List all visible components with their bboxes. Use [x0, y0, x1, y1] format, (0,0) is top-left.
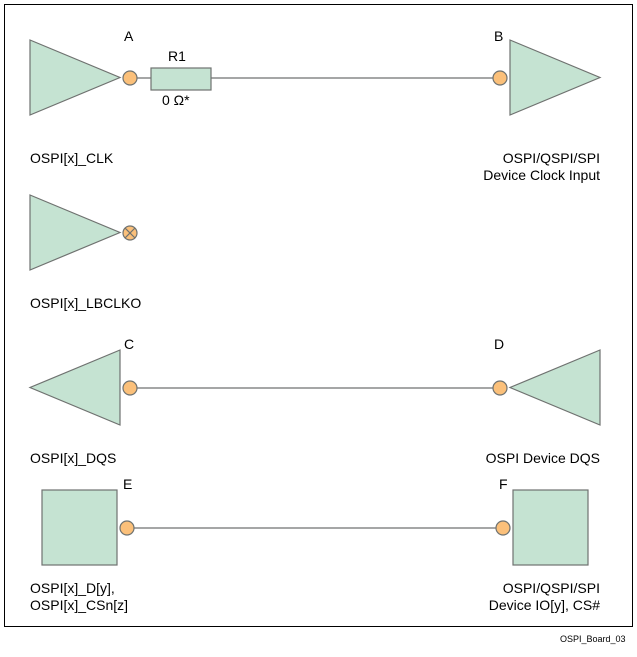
caption-1-left: OSPI[x]_LBCLKO: [30, 295, 141, 312]
resistor-0: [150, 67, 212, 91]
node-label-2-left: C: [124, 336, 134, 353]
node-2-right: [492, 380, 508, 396]
caption-2-left: OSPI[x]_DQS: [30, 450, 116, 467]
caption-3-right: OSPI/QSPI/SPI Device IO[y], CS#: [489, 580, 600, 614]
square-3-left: [42, 490, 117, 567]
wire-3: [134, 527, 496, 529]
node-label-3-right: F: [499, 476, 508, 493]
resistor-value-0: 0 Ω*: [162, 92, 190, 109]
node-3-right: [495, 520, 511, 536]
resistor-name-0: R1: [168, 48, 186, 65]
node-label-3-left: E: [123, 476, 132, 493]
caption-0-left: OSPI[x]_CLK: [30, 150, 113, 167]
caption-3-left: OSPI[x]_D[y], OSPI[x]_CSn[z]: [30, 580, 128, 614]
caption-2-right: OSPI Device DQS: [486, 450, 600, 467]
node-label-2-right: D: [494, 336, 504, 353]
node-3-left: [119, 520, 135, 536]
node-0-right: [492, 70, 508, 86]
footer-id: OSPI_Board_03: [560, 634, 626, 644]
triangle_right-0-left: [30, 40, 120, 117]
triangle_left-2-right: [510, 350, 600, 427]
node-1-left: [122, 225, 138, 241]
square-3-right: [513, 490, 588, 567]
node-label-0-right: B: [494, 28, 503, 45]
node-label-0-left: A: [124, 28, 133, 45]
triangle_left-2-left: [30, 350, 120, 427]
node-0-left: [122, 70, 138, 86]
node-2-left: [122, 380, 138, 396]
wire-2: [137, 387, 493, 389]
triangle_right-1-left: [30, 195, 120, 272]
caption-0-right: OSPI/QSPI/SPI Device Clock Input: [483, 150, 600, 184]
triangle_right-0-right: [510, 40, 600, 117]
